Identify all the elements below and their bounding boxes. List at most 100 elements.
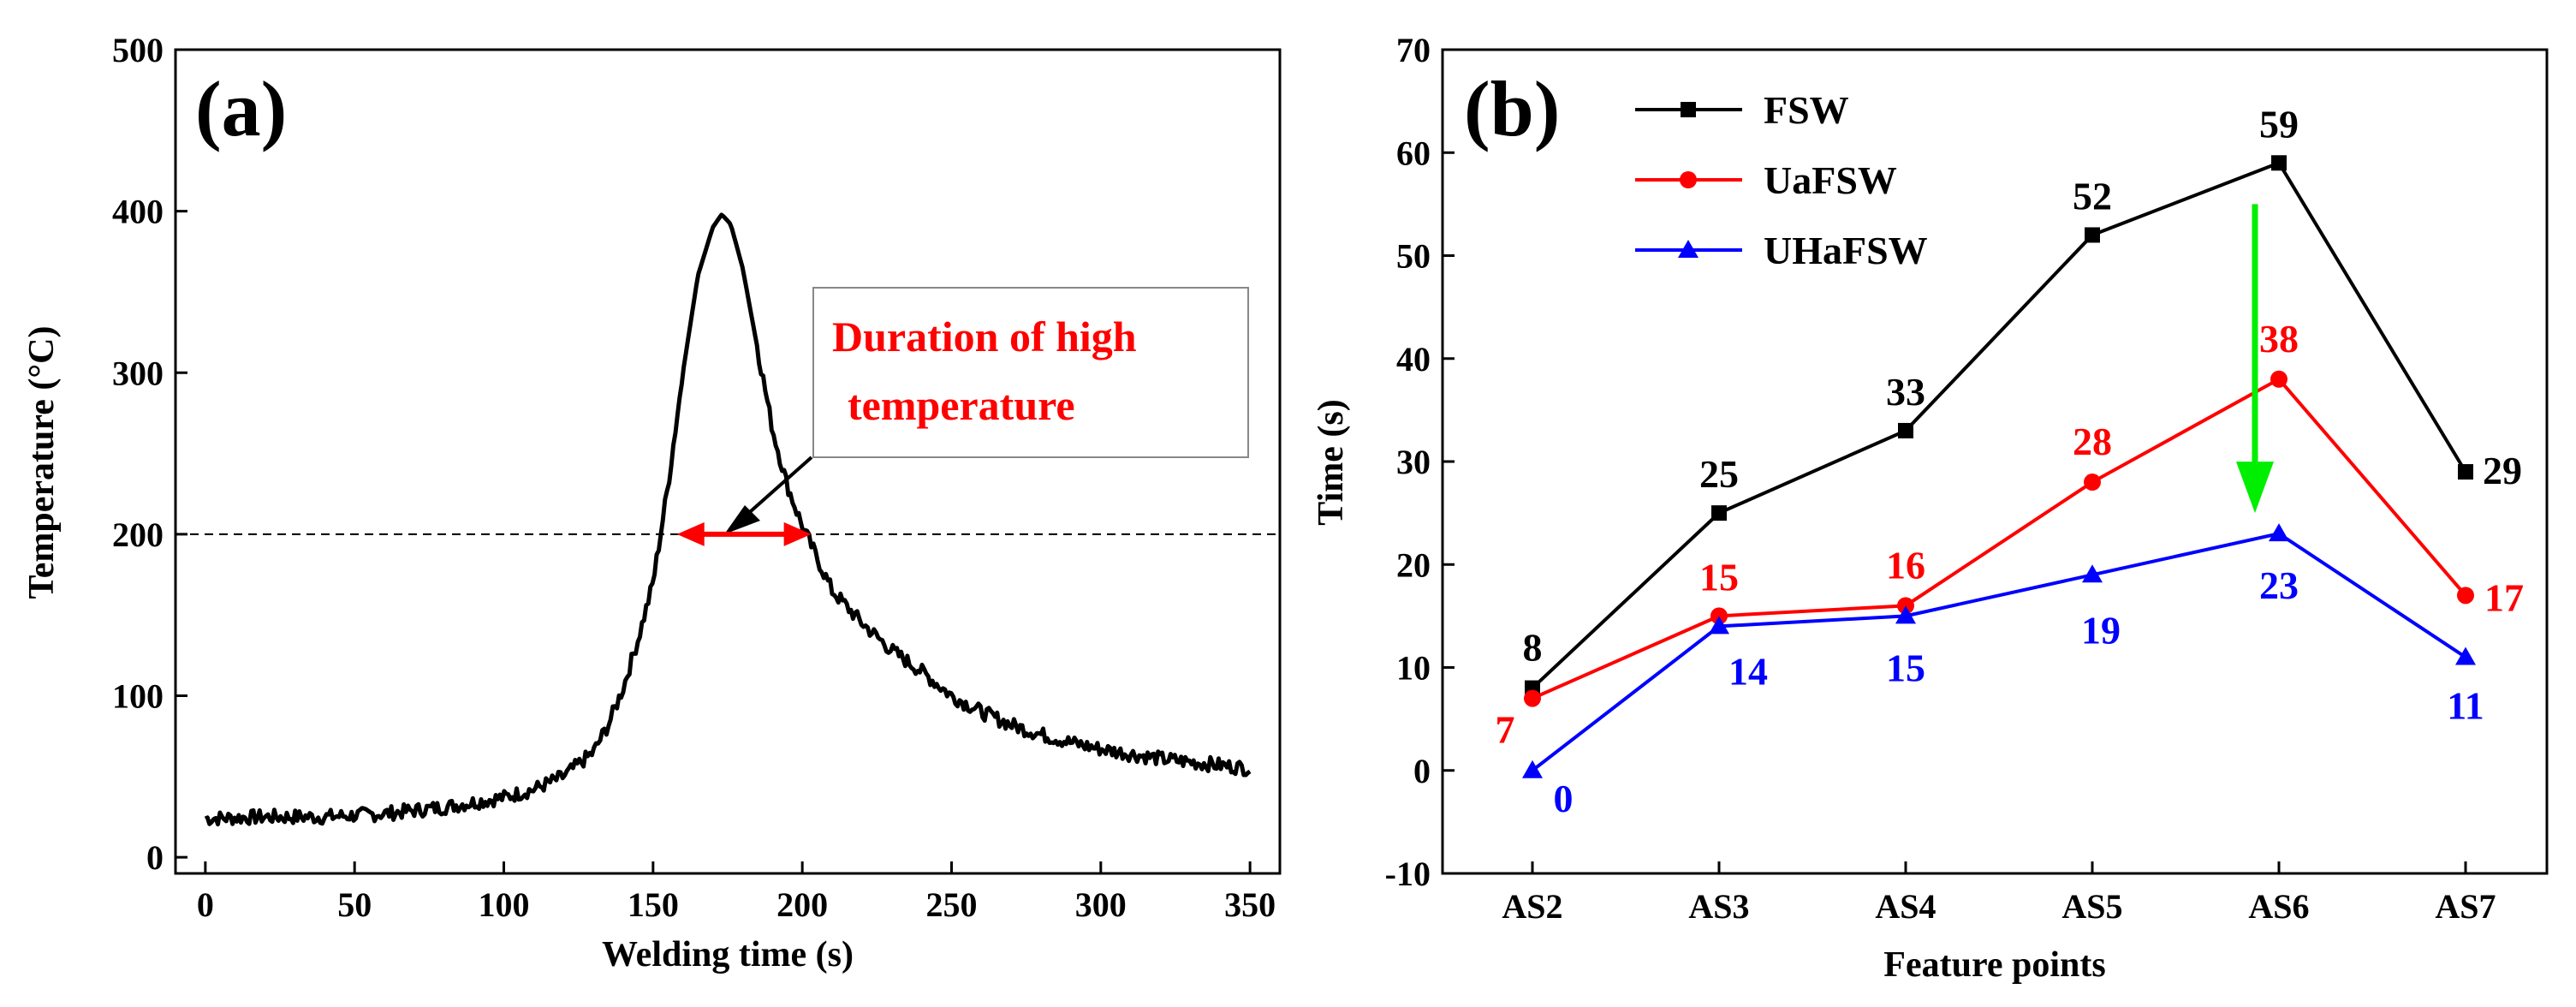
x-tick-label: AS6 bbox=[2248, 887, 2309, 926]
data-point-fsw bbox=[2085, 227, 2100, 243]
data-point-uhafsw bbox=[2269, 523, 2289, 542]
y-tick-label: 300 bbox=[112, 354, 164, 392]
y-tick-label: 30 bbox=[1396, 443, 1431, 481]
annotation-line2: temperature bbox=[848, 381, 1075, 429]
data-point-uafsw bbox=[2270, 370, 2287, 388]
data-label-fsw: 8 bbox=[1523, 626, 1543, 670]
temperature-curve bbox=[204, 212, 1252, 827]
data-point-uafsw bbox=[1897, 597, 1914, 615]
data-label-uafsw: 17 bbox=[2484, 575, 2524, 619]
data-point-uhafsw bbox=[2455, 647, 2476, 665]
panel-b: (b) AS2 AS3 AS4 AS5 AS6 AS7 -10 0 10 20 30 40 50 60 7… bbox=[1312, 31, 2549, 985]
data-label-uhafsw: 23 bbox=[2259, 563, 2299, 607]
panel-b-y-ticks: -10 0 10 20 30 40 50 60 70 bbox=[1385, 31, 1455, 893]
data-point-fsw bbox=[1898, 422, 1913, 438]
x-tick-label: 0 bbox=[197, 885, 214, 924]
series-line-fsw bbox=[1531, 160, 2467, 690]
x-tick-label: AS2 bbox=[1502, 887, 1562, 926]
data-label-fsw: 33 bbox=[1886, 370, 1925, 414]
data-point-uafsw bbox=[2457, 587, 2474, 605]
legend-label: UHaFSW bbox=[1764, 229, 1928, 272]
x-tick-label: 150 bbox=[628, 885, 679, 924]
series-uafsw: 7 15 16 28 38 17 bbox=[1496, 317, 2525, 752]
x-tick-label: AS3 bbox=[1688, 887, 1749, 926]
span-arrowhead-right bbox=[783, 521, 812, 546]
data-label-uafsw: 38 bbox=[2259, 317, 2299, 360]
series-uhafsw: 0 14 15 19 23 11 bbox=[1522, 523, 2484, 820]
span-arrowhead-left bbox=[676, 521, 705, 546]
panel-a-y-ticks: 0 100 200 300 400 500 bbox=[112, 31, 187, 877]
data-label-fsw: 59 bbox=[2259, 102, 2299, 146]
series-fsw: 8 25 33 52 59 29 bbox=[1523, 102, 2522, 696]
x-tick-label: AS7 bbox=[2435, 887, 2496, 926]
x-tick-label: 300 bbox=[1075, 885, 1127, 924]
x-tick-label: 100 bbox=[479, 885, 530, 924]
x-tick-label: 200 bbox=[776, 885, 828, 924]
legend: FSW UaFSW UHaFSW bbox=[1635, 88, 1928, 272]
data-point-fsw bbox=[2458, 464, 2473, 480]
x-tick-label: AS5 bbox=[2061, 887, 2122, 926]
y-tick-label: 200 bbox=[112, 515, 164, 554]
data-point-uhafsw bbox=[2082, 564, 2103, 583]
y-tick-label: 400 bbox=[112, 193, 164, 231]
panel-a-frame bbox=[174, 48, 1282, 875]
data-point-uafsw bbox=[2084, 474, 2101, 492]
y-tick-label: 10 bbox=[1396, 649, 1431, 688]
data-label-uafsw: 7 bbox=[1496, 708, 1515, 752]
panel-b-series: 8 25 33 52 59 29 7 15 16 28 38 17 0 14 15 19 23 11 bbox=[1496, 102, 2525, 819]
panel-a-label: (a) bbox=[195, 65, 287, 152]
data-label-uhafsw: 14 bbox=[1728, 649, 1768, 693]
legend-marker bbox=[1678, 240, 1698, 258]
legend-label: FSW bbox=[1764, 88, 1849, 132]
y-tick-label: 0 bbox=[146, 838, 164, 877]
data-label-uhafsw: 15 bbox=[1886, 646, 1925, 689]
legend-marker bbox=[1681, 102, 1696, 117]
data-point-fsw bbox=[2271, 155, 2287, 171]
data-label-uhafsw: 11 bbox=[2447, 683, 2484, 727]
y-tick-label: 20 bbox=[1396, 545, 1431, 584]
x-tick-label: 250 bbox=[925, 885, 977, 924]
data-label-fsw: 25 bbox=[1699, 452, 1739, 496]
data-label-fsw: 29 bbox=[2483, 449, 2522, 492]
panel-b-ylabel: Time (s) bbox=[1312, 399, 1351, 525]
panel-a-ylabel: Temperature (°C) bbox=[22, 326, 62, 599]
y-tick-label: 0 bbox=[1413, 752, 1431, 790]
panel-b-x-ticks: AS2 AS3 AS4 AS5 AS6 AS7 bbox=[1502, 861, 2496, 926]
series-line-uafsw bbox=[1532, 377, 2467, 700]
legend-marker bbox=[1680, 171, 1697, 188]
data-label-uafsw: 28 bbox=[2073, 420, 2112, 463]
panel-a-x-ticks: 0 50 100 150 200 250 300 350 bbox=[197, 861, 1276, 924]
annotation-line1: Duration of high bbox=[832, 313, 1137, 360]
x-tick-label: 50 bbox=[337, 885, 372, 924]
high-temperature-span-arrow bbox=[676, 521, 812, 546]
panel-b-xlabel: Feature points bbox=[1883, 945, 2105, 985]
data-label-uhafsw: 0 bbox=[1554, 777, 1574, 820]
series-line-uhafsw bbox=[1531, 532, 2467, 772]
data-label-uafsw: 15 bbox=[1699, 555, 1739, 599]
arrow-head bbox=[2236, 462, 2274, 514]
data-point-uhafsw bbox=[1709, 616, 1729, 635]
y-tick-label: 50 bbox=[1396, 237, 1431, 276]
y-tick-label: 100 bbox=[112, 677, 164, 716]
legend-label: UaFSW bbox=[1764, 158, 1897, 202]
y-tick-label: -10 bbox=[1385, 855, 1431, 893]
data-label-uafsw: 16 bbox=[1886, 543, 1925, 587]
data-point-uafsw bbox=[1710, 607, 1728, 625]
panel-a: (a) 0 50 100 150 200 250 300 350 0 100 200 300 400 5… bbox=[22, 31, 1282, 974]
x-tick-label: AS4 bbox=[1875, 887, 1936, 926]
panel-a-xlabel: Welding time (s) bbox=[602, 935, 854, 974]
y-tick-label: 40 bbox=[1396, 340, 1431, 378]
annotation-pointer-arrowhead bbox=[724, 505, 760, 534]
y-tick-label: 60 bbox=[1396, 134, 1431, 172]
y-tick-label: 70 bbox=[1396, 31, 1431, 69]
panel-b-frame bbox=[1441, 48, 2549, 875]
data-label-fsw: 52 bbox=[2073, 174, 2112, 217]
x-tick-label: 350 bbox=[1224, 885, 1276, 924]
data-point-uhafsw bbox=[1522, 760, 1543, 778]
data-point-uhafsw bbox=[1895, 605, 1916, 624]
data-point-fsw bbox=[1711, 505, 1727, 521]
data-point-uafsw bbox=[1524, 689, 1541, 707]
data-label-uhafsw: 19 bbox=[2081, 608, 2121, 652]
panel-b-label: (b) bbox=[1464, 65, 1560, 152]
